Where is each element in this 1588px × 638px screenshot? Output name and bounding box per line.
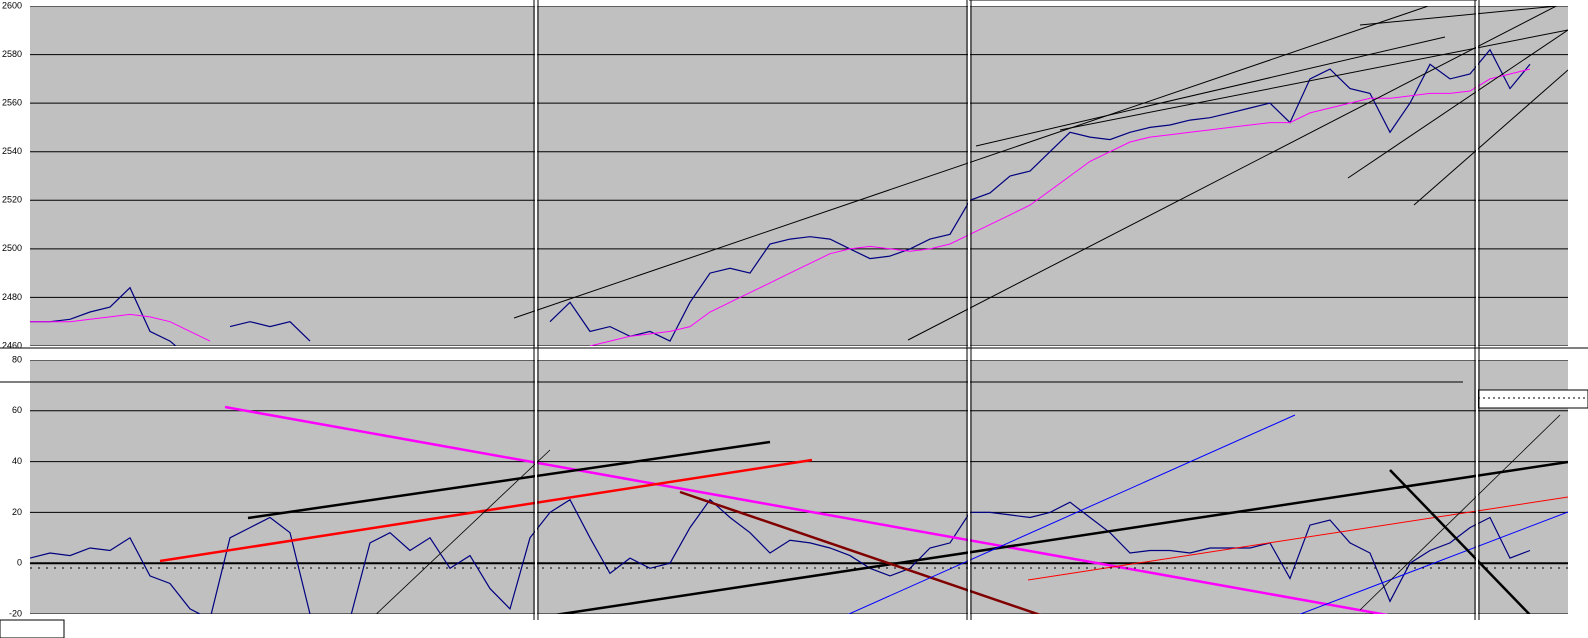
y-tick-label: 2480 [2,292,22,302]
y-tick-label: 2600 [2,0,22,10]
data-line [30,48,1531,346]
y-tick-label: 20 [12,507,22,517]
data-line [30,498,1531,614]
plot-background [30,6,1568,346]
y-tick-label: 2540 [2,146,22,156]
data-line [30,68,1531,346]
trend-lines [0,6,1588,614]
y-tick-label: 80 [12,354,22,364]
top-plot [30,6,1568,346]
y-tick-label: 40 [12,456,22,466]
y-tick-label: 0 [17,558,22,568]
y-tick-label: 2500 [2,243,22,253]
plot-background [30,360,1568,614]
panel-dividers [0,0,1588,620]
top-trend-lines [513,6,1568,341]
y-tick-label: -20 [9,608,22,618]
y-tick-label: 2460 [2,340,22,350]
bottom-trend-lines [30,405,1568,614]
y-tick-label: 2560 [2,98,22,108]
y-tick-label: 2580 [2,49,22,59]
y-tick-label: 60 [12,405,22,415]
y-tick-label: 2520 [2,195,22,205]
